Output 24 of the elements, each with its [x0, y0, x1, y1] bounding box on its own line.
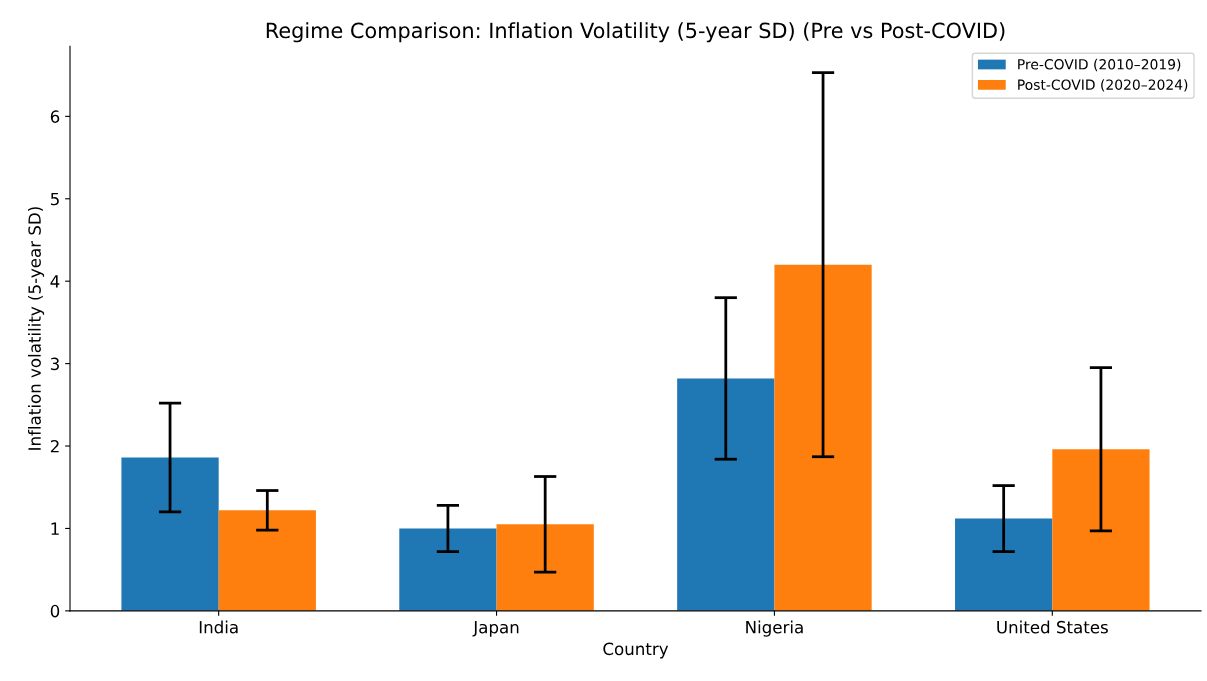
bar — [955, 518, 1053, 611]
bar — [496, 524, 594, 611]
legend-label: Post-COVID (2020–2024) — [1018, 79, 1188, 92]
y-tick-label: 0 — [50, 604, 60, 618]
bar — [218, 510, 316, 611]
chart-title: Regime Comparison: Inflation Volatility (5-year SD) (Pre vs Post-COVID) — [266, 22, 1005, 43]
x-tick-label: Nigeria — [746, 620, 803, 637]
bar — [1052, 449, 1150, 611]
x-tick-label: Japan — [472, 621, 519, 637]
bar — [774, 264, 872, 611]
y-tick-label: 5 — [50, 192, 59, 206]
x-axis-title: Country — [603, 642, 669, 659]
y-tick-label: 3 — [50, 357, 59, 371]
x-tick-label: United States — [997, 620, 1108, 634]
y-axis-title: Inflation volatility (5-year SD) — [27, 207, 45, 450]
bar — [121, 457, 219, 611]
y-tick-label: 2 — [50, 439, 59, 453]
bar — [399, 528, 497, 611]
x-tick-label: India — [199, 620, 238, 634]
y-tick-label: 1 — [51, 522, 59, 535]
bar — [677, 378, 775, 611]
y-tick-label: 6 — [50, 110, 60, 123]
y-tick-label: 4 — [50, 275, 60, 288]
legend-label: Pre-COVID (2010–2019) — [1018, 58, 1181, 72]
